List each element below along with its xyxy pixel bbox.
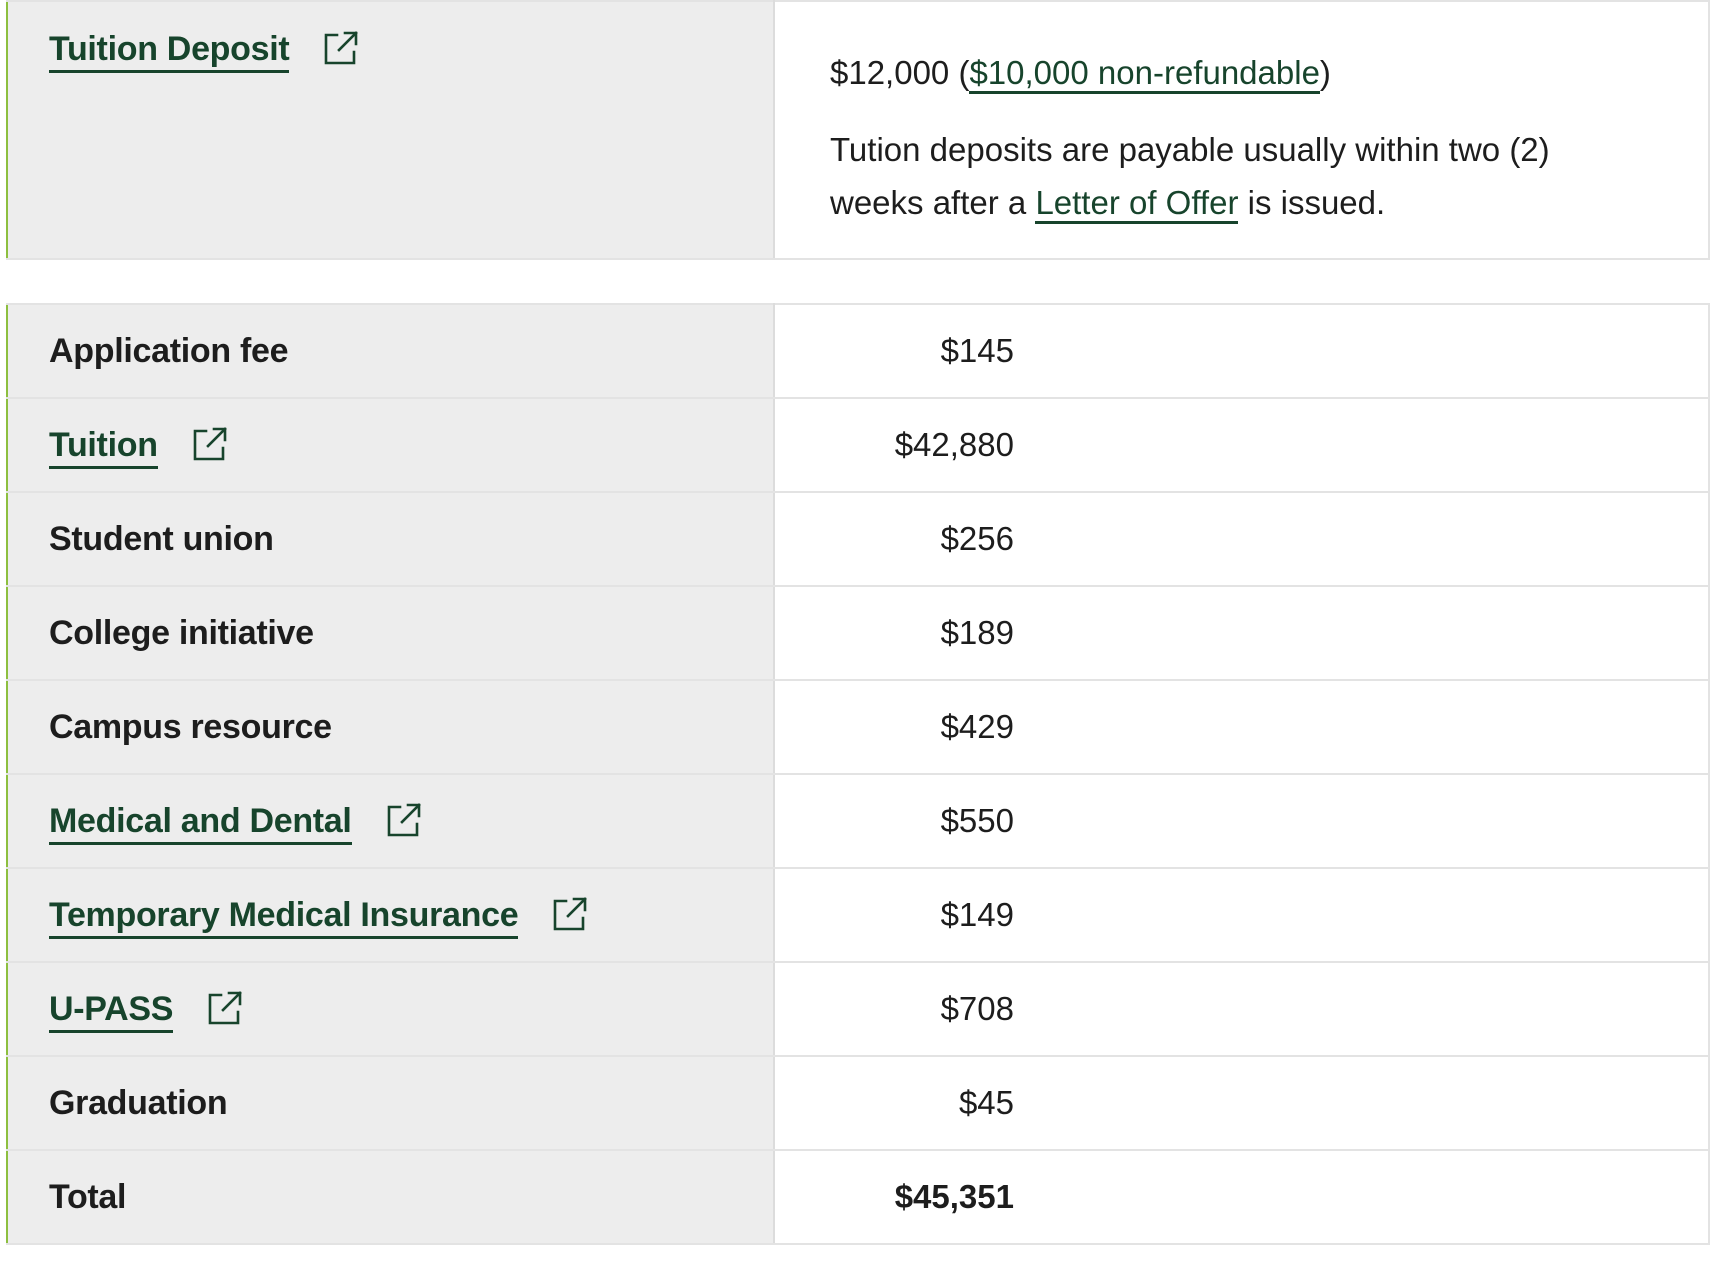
fee-row: Student union $256: [6, 491, 1710, 587]
fee-value-cell: $145: [774, 303, 1710, 399]
external-link-icon[interactable]: [192, 426, 228, 462]
fee-row: U-PASS $708: [6, 961, 1710, 1057]
fee-value-cell: $256: [774, 491, 1710, 587]
deposit-amount-prefix: $12,000 (: [830, 54, 970, 91]
tuition-deposit-table: Tuition Deposit $12,000 ($10,000 non-ref…: [6, 0, 1710, 260]
fee-value-cell: $708: [774, 961, 1710, 1057]
external-link-icon[interactable]: [386, 802, 422, 838]
fee-row: College initiative $189: [6, 585, 1710, 681]
temporary-medical-insurance-link[interactable]: Temporary Medical Insurance: [49, 895, 519, 939]
external-link-icon[interactable]: [552, 896, 588, 932]
fee-value-cell: $149: [774, 867, 1710, 963]
deposit-note-part2: is issued.: [1238, 184, 1386, 221]
student-union-label: Student union: [49, 519, 274, 558]
fee-value-cell: $550: [774, 773, 1710, 869]
fee-label-cell: Student union: [6, 491, 775, 587]
total-row: Total $45,351: [6, 1149, 1710, 1245]
deposit-amount: $12,000 ($10,000 non-refundable): [830, 46, 1648, 99]
fee-value-cell: $42,880: [774, 397, 1710, 493]
fee-label-cell: Campus resource: [6, 679, 775, 775]
tuition-deposit-link[interactable]: Tuition Deposit: [49, 30, 290, 73]
campus-resource-label: Campus resource: [49, 707, 332, 746]
fee-value-cell: $429: [774, 679, 1710, 775]
u-pass-link[interactable]: U-PASS: [49, 989, 173, 1033]
application-fee-label: Application fee: [49, 331, 289, 370]
external-link-icon[interactable]: [207, 990, 243, 1026]
tuition-deposit-label-cell: Tuition Deposit: [6, 0, 775, 260]
graduation-label: Graduation: [49, 1083, 228, 1122]
fee-row: Tuition $42,880: [6, 397, 1710, 493]
total-amount: $45,351: [894, 1178, 1014, 1215]
fee-label-cell: Temporary Medical Insurance: [6, 867, 775, 963]
student-union-amount: $256: [940, 520, 1014, 557]
fees-table: Application fee $145 Tuition $42,880 Student…: [6, 303, 1710, 1245]
fee-row: Campus resource $429: [6, 679, 1710, 775]
external-link-icon[interactable]: [323, 30, 359, 66]
letter-of-offer-link[interactable]: Letter of Offer: [1035, 184, 1239, 224]
college-initiative-label: College initiative: [49, 613, 314, 652]
fee-label-cell: Total: [6, 1149, 775, 1245]
fee-row: Application fee $145: [6, 303, 1710, 399]
fee-row: Temporary Medical Insurance $149: [6, 867, 1710, 963]
tuition-link[interactable]: Tuition: [49, 425, 158, 469]
fee-value-cell: $189: [774, 585, 1710, 681]
temporary-medical-insurance-amount: $149: [940, 896, 1014, 933]
fee-value-cell: $45,351: [774, 1149, 1710, 1245]
medical-and-dental-link[interactable]: Medical and Dental: [49, 801, 352, 845]
deposit-note-part1: Tution deposits are payable usually with…: [830, 131, 1550, 221]
fee-label-cell: U-PASS: [6, 961, 775, 1057]
fee-value-cell: $45: [774, 1055, 1710, 1151]
tuition-deposit-row: Tuition Deposit $12,000 ($10,000 non-ref…: [6, 0, 1710, 260]
fee-label-cell: Graduation: [6, 1055, 775, 1151]
tuition-deposit-value-cell: $12,000 ($10,000 non-refundable) Tution …: [774, 0, 1710, 260]
fee-label-cell: College initiative: [6, 585, 775, 681]
nonrefundable-link[interactable]: $10,000 non-refundable: [969, 54, 1320, 94]
total-label: Total: [49, 1177, 127, 1216]
fee-label-cell: Medical and Dental: [6, 773, 775, 869]
fee-row: Medical and Dental $550: [6, 773, 1710, 869]
fee-label-cell: Tuition: [6, 397, 775, 493]
medical-and-dental-amount: $550: [940, 802, 1014, 839]
college-initiative-amount: $189: [940, 614, 1014, 651]
deposit-amount-suffix: ): [1319, 54, 1331, 91]
fee-label-cell: Application fee: [6, 303, 775, 399]
deposit-note: Tution deposits are payable usually with…: [830, 123, 1648, 229]
campus-resource-amount: $429: [940, 708, 1014, 745]
fee-row: Graduation $45: [6, 1055, 1710, 1151]
graduation-amount: $45: [958, 1084, 1014, 1121]
application-fee-amount: $145: [940, 332, 1014, 369]
u-pass-amount: $708: [940, 990, 1014, 1027]
tuition-amount: $42,880: [894, 426, 1014, 463]
